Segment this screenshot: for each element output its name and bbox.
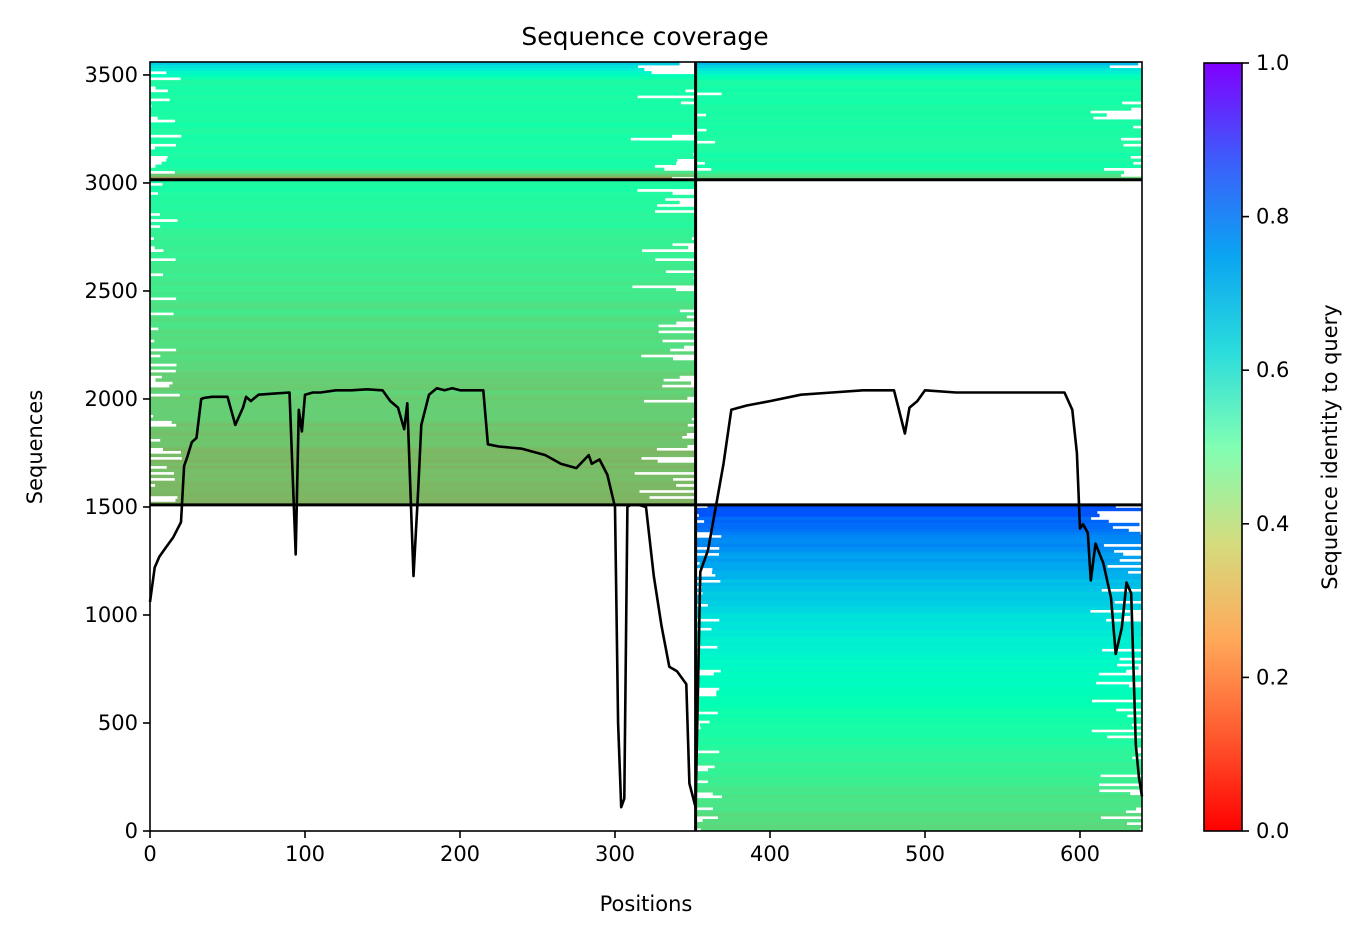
msa-block-2 xyxy=(150,179,696,506)
plot-frame xyxy=(149,61,1143,832)
y-tick-label-500: 500 xyxy=(98,711,138,735)
colorbar: 0.0 0.2 0.4 0.6 0.8 1.0 Sequence identity to … xyxy=(1203,51,1342,843)
x-tick-label-100: 100 xyxy=(285,842,325,866)
y-tick-label-2500: 2500 xyxy=(85,279,138,303)
y-tick-label-3500: 3500 xyxy=(85,63,138,87)
y-tick-label-2000: 2000 xyxy=(85,387,138,411)
coverage-line xyxy=(148,386,1144,809)
x-tick-label-400: 400 xyxy=(750,842,790,866)
y-tick-label-1000: 1000 xyxy=(85,603,138,627)
x-tick-label-200: 200 xyxy=(440,842,480,866)
colorbar-label: Sequence identity to query xyxy=(1318,304,1342,589)
colorbar-tick-label-1: 0.2 xyxy=(1256,665,1289,689)
colorbar-gradient xyxy=(1203,62,1243,832)
plot-area: 0 100 200 300 400 500 600 0 500 1000 1500 2000 2500 3… xyxy=(85,61,1144,866)
msa-block-3 xyxy=(695,504,1142,832)
colorbar-tick-label-4: 0.8 xyxy=(1256,205,1289,229)
colorbar-tick-label-2: 0.4 xyxy=(1256,512,1289,536)
y-tick-label-0: 0 xyxy=(125,819,138,843)
x-tick-label-300: 300 xyxy=(595,842,635,866)
msa-block-1 xyxy=(695,62,1142,181)
x-tick-label-500: 500 xyxy=(905,842,945,866)
colorbar-tick-label-0: 0.0 xyxy=(1256,819,1289,843)
y-tick-label-1500: 1500 xyxy=(85,495,138,519)
x-tick-label-0: 0 xyxy=(143,842,156,866)
colorbar-tick-label-5: 1.0 xyxy=(1256,51,1289,75)
y-axis-label: Sequences xyxy=(23,390,47,505)
x-tick-label-600: 600 xyxy=(1060,842,1100,866)
y-tick-label-3000: 3000 xyxy=(85,171,138,195)
chart-title: Sequence coverage xyxy=(521,22,768,51)
msa-block-0 xyxy=(150,62,696,181)
x-axis-label: Positions xyxy=(600,892,693,916)
colorbar-tick-label-3: 0.6 xyxy=(1256,358,1289,382)
